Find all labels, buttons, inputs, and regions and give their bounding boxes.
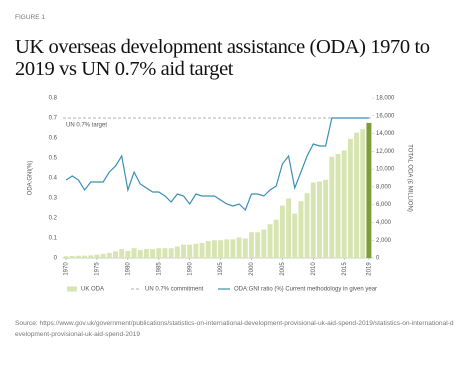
bar: [125, 250, 131, 258]
bar: [75, 255, 81, 258]
legend-label: ODA:GNI ratio (%) Current methodology in…: [234, 287, 377, 293]
y-tick-label: 0.8: [49, 96, 58, 102]
bar: [341, 150, 347, 258]
x-tick-label: 1990: [187, 262, 193, 276]
bar: [323, 179, 329, 258]
y2-tick-label: 2,000: [376, 238, 392, 244]
bar: [298, 201, 304, 258]
legend-label: UN 0.7% commitment: [145, 287, 204, 293]
bar: [347, 138, 353, 258]
legend-label: UK ODA: [81, 287, 104, 293]
bar: [267, 224, 273, 258]
bar: [162, 248, 168, 258]
bar: [304, 193, 310, 258]
y2-tick-label: 4,000: [376, 220, 392, 226]
bar: [88, 255, 94, 258]
y2-tick-label: 12,000: [376, 149, 395, 155]
x-tick-label: 1985: [156, 262, 162, 276]
y2-tick-label: 10,000: [376, 167, 395, 173]
bar: [242, 238, 248, 258]
y-tick-label: 0.6: [49, 136, 58, 142]
bar: [218, 240, 224, 258]
y-tick-label: 0.1: [49, 236, 58, 242]
bar: [94, 254, 100, 258]
bar: [205, 241, 211, 258]
y-tick-label: 0.2: [49, 216, 58, 222]
bar: [82, 255, 88, 258]
bar: [100, 253, 106, 258]
bar: [292, 213, 298, 258]
bar: [181, 244, 186, 258]
x-tick-label: 2019: [366, 262, 372, 276]
bar: [211, 240, 217, 258]
source-note: Source: https://www.gov.uk/government/pu…: [15, 320, 454, 338]
y2-tick-label: 16,000: [376, 113, 395, 119]
bar: [360, 129, 366, 258]
bar: [131, 248, 137, 258]
bar: [143, 249, 149, 258]
x-tick-label: 2010: [311, 262, 317, 276]
bar: [187, 244, 193, 258]
figure-label: FIGURE 1: [15, 14, 45, 21]
bar: [329, 156, 335, 258]
bar: [286, 198, 292, 258]
y2-tick-label: 0: [376, 256, 380, 262]
bar: [224, 239, 230, 258]
x-tick-label: 1980: [125, 262, 131, 276]
x-tick-label: 2015: [342, 262, 348, 276]
bar: [366, 122, 372, 258]
y-tick-label: 0: [54, 256, 58, 262]
y-tick-label: 0.7: [49, 116, 58, 122]
y-tick-label: 0.4: [49, 176, 58, 182]
x-tick-label: 1995: [218, 262, 224, 276]
x-tick-label: 1970: [64, 262, 70, 276]
bar: [249, 232, 254, 258]
bar: [119, 249, 125, 258]
bar: [310, 182, 316, 258]
bar: [279, 205, 285, 258]
bar: [316, 181, 322, 258]
bar: [63, 256, 69, 258]
bar: [230, 239, 236, 258]
bar: [255, 232, 261, 258]
bar: [354, 132, 360, 258]
y2-tick-label: 6,000: [376, 202, 392, 208]
bar: [174, 246, 180, 258]
ratio-line: [65, 117, 369, 212]
y-tick-label: 0.3: [49, 196, 58, 202]
bar: [150, 249, 156, 258]
bar: [106, 253, 112, 258]
bar: [156, 248, 162, 258]
y-tick-label: 0.5: [49, 156, 58, 162]
bar: [168, 248, 174, 258]
legend-swatch: [67, 286, 77, 292]
bar: [335, 154, 341, 258]
bar: [261, 229, 267, 258]
x-tick-label: 1975: [95, 262, 101, 276]
y-axis-title: ODA:GNI(%): [28, 161, 34, 196]
y2-axis-title: TOTAL ODA (£ MILLION): [406, 144, 412, 212]
y2-tick-label: 14,000: [376, 131, 395, 137]
bar: [236, 237, 242, 258]
x-tick-label: 2000: [249, 262, 255, 276]
y2-tick-label: 18,000: [376, 96, 395, 102]
bar: [273, 219, 279, 258]
y2-tick-label: 8,000: [376, 184, 392, 190]
bar: [113, 251, 119, 258]
bar: [69, 255, 75, 258]
target-label: UN 0.7% target: [66, 123, 107, 129]
chart-title: UK overseas development assistance (ODA)…: [15, 36, 430, 80]
bar: [137, 250, 143, 258]
x-tick-label: 2005: [280, 262, 286, 276]
bar: [193, 243, 199, 258]
bar: [199, 242, 205, 258]
